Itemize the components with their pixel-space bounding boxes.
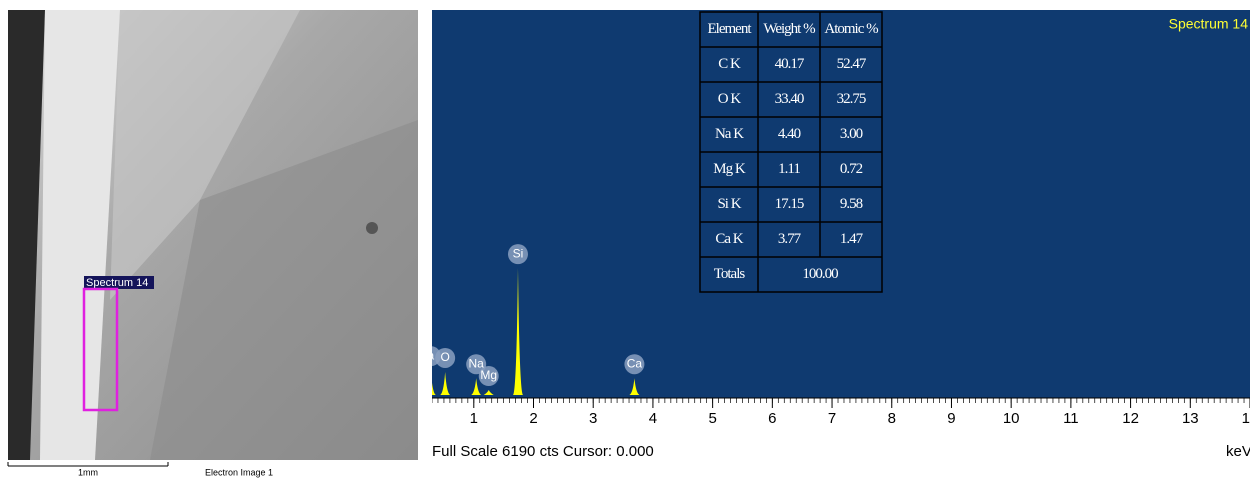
- table-cell: 9.58: [840, 196, 863, 212]
- x-tick-label: 3: [589, 410, 597, 427]
- results-table: Element Weight % Atomic % C K 40.17 52.47 O K 3…: [700, 12, 882, 292]
- x-tick-label: 6: [768, 410, 776, 427]
- peak-label: Si: [513, 246, 524, 260]
- table-cell: 33.40: [775, 91, 804, 107]
- screen: Spectrum 14 1mm Electron Image 1 Spectru…: [0, 0, 1250, 478]
- x-tick-label: 4: [649, 410, 657, 427]
- peak-label: a: [427, 348, 434, 362]
- scale-label: 1mm: [78, 467, 98, 477]
- table-cell: 52.47: [837, 56, 867, 72]
- table-cell: Na K: [715, 126, 744, 142]
- table-cell: 4.40: [778, 126, 801, 142]
- table-cell: 0.72: [840, 161, 863, 177]
- x-unit: keV: [1226, 443, 1250, 460]
- table-cell: 17.15: [775, 196, 804, 212]
- x-tick-label: 14: [1242, 410, 1250, 427]
- peak-label: O: [440, 350, 449, 364]
- electron-image: Spectrum 14 1mm Electron Image 1: [8, 10, 418, 477]
- table-cell: 3.77: [778, 231, 802, 247]
- x-tick-label: 9: [947, 410, 955, 427]
- table-cell: 1.47: [840, 231, 864, 247]
- spectrum-label: Spectrum 14: [86, 277, 148, 289]
- peak-label: Ca: [627, 356, 643, 370]
- table-cell: Mg K: [713, 161, 746, 177]
- x-tick-label: 5: [708, 410, 716, 427]
- image-caption: Electron Image 1: [205, 467, 273, 477]
- spectrum-title: Spectrum 14: [1169, 16, 1249, 32]
- table-cell: Element: [708, 21, 753, 37]
- table-cell: 100.00: [802, 266, 838, 282]
- table-cell: Atomic %: [824, 21, 878, 37]
- table-cell: O K: [718, 91, 742, 107]
- x-tick-label: 1: [470, 410, 478, 427]
- table-cell: Si K: [717, 196, 741, 212]
- spectrum-footer: Full Scale 6190 cts Cursor: 0.000: [432, 443, 654, 460]
- table-cell: 40.17: [775, 56, 805, 72]
- table-cell: Totals: [714, 266, 746, 282]
- x-tick-label: 8: [888, 410, 896, 427]
- table-cell: 1.11: [778, 161, 800, 177]
- x-tick-label: 10: [1003, 410, 1020, 427]
- peak-label: Mg: [480, 368, 497, 382]
- table-cell: Weight %: [763, 21, 815, 37]
- x-tick-label: 11: [1063, 410, 1079, 427]
- x-tick-label: 12: [1122, 410, 1139, 427]
- x-tick-label: 2: [529, 410, 537, 427]
- table-cell: 32.75: [837, 91, 866, 107]
- table-cell: Ca K: [715, 231, 743, 247]
- table-cell: 3.00: [840, 126, 863, 142]
- table-cell: C K: [718, 56, 741, 72]
- x-tick-label: 13: [1182, 410, 1199, 427]
- x-tick-label: 7: [828, 410, 836, 427]
